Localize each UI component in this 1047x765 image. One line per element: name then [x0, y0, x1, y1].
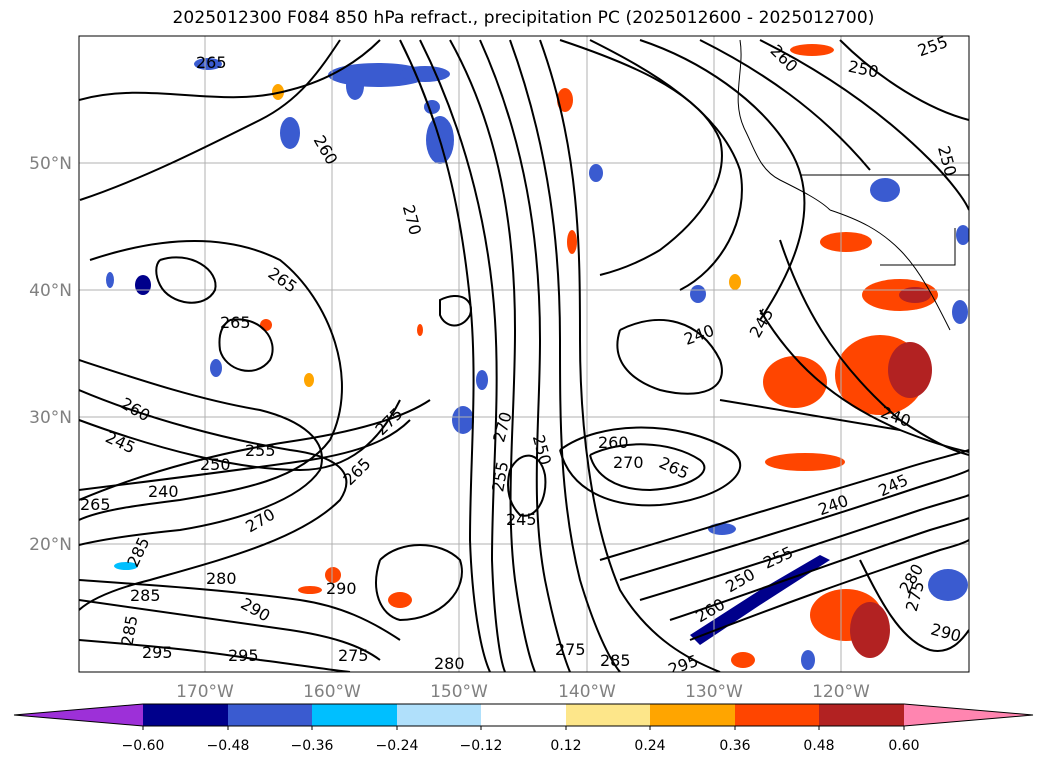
colorbar-tick-label: −0.24	[376, 738, 419, 754]
refractivity-contours	[79, 39, 969, 672]
contour-label: 265	[220, 313, 251, 332]
lon-label: 150°W	[430, 682, 488, 702]
map-frame	[78, 35, 970, 673]
contour-label: 295	[142, 643, 173, 662]
contour-label: 265	[80, 495, 111, 514]
colorbar-tick-label: −0.48	[207, 738, 250, 754]
colorbar-tick-label: 0.48	[803, 738, 834, 754]
colorbar-segment	[312, 704, 397, 726]
graticule	[79, 36, 969, 672]
colorbar-tick-label: 0.36	[719, 738, 750, 754]
colorbar-extend-right	[904, 704, 1033, 726]
colorbar-tick-label: 0.24	[634, 738, 665, 754]
contour-label: 280	[206, 569, 237, 588]
colorbar-ticks	[142, 726, 905, 730]
longitude-axis: 170°W 160°W 150°W 140°W 130°W 120°W	[176, 682, 870, 702]
map-panel: 265 260 270 265 265 260 245 250 255 240 …	[78, 35, 970, 673]
contour-label: 240	[148, 482, 179, 501]
lon-label: 160°W	[303, 682, 361, 702]
colorbar-tick-label: 0.12	[550, 738, 581, 754]
colorbar-segment	[228, 704, 312, 726]
lat-label: 50°N	[29, 154, 72, 174]
lat-label: 30°N	[29, 408, 72, 428]
contour-label: 255	[245, 441, 276, 460]
lon-label: 120°W	[812, 682, 870, 702]
contour-label: 295	[228, 646, 259, 665]
colorbar-segment	[819, 704, 904, 726]
lat-label: 20°N	[29, 535, 72, 555]
contour-label: 265	[196, 53, 227, 72]
coastlines	[737, 39, 969, 331]
colorbar-tick-label: −0.12	[460, 738, 503, 754]
colorbar-segment	[481, 704, 566, 726]
contour-label: 280	[434, 654, 465, 673]
contour-label: 250	[200, 455, 231, 474]
colorbar: −0.60 −0.48 −0.36 −0.24 −0.12 0.12 0.24 …	[13, 703, 1034, 754]
colorbar-tick-label: −0.36	[291, 738, 334, 754]
contour-label: 285	[130, 586, 161, 605]
contour-label: 270	[613, 453, 644, 472]
colorbar-extend-left	[14, 704, 143, 726]
lat-label: 40°N	[29, 281, 72, 301]
contour-label: 275	[555, 640, 586, 659]
contour-label: 290	[326, 579, 357, 598]
lon-label: 170°W	[176, 682, 234, 702]
colorbar-segment	[566, 704, 650, 726]
contour-label: 245	[506, 510, 537, 529]
map-title: 2025012300 F084 850 hPa refract., precip…	[172, 8, 875, 28]
lon-label: 130°W	[685, 682, 743, 702]
contour-label: 260	[598, 433, 629, 452]
colorbar-segment	[397, 704, 481, 726]
colorbar-segment	[650, 704, 735, 726]
contour-label: 285	[600, 651, 631, 670]
contour-label: 275	[338, 646, 369, 665]
colorbar-tick-label: −0.60	[122, 738, 165, 754]
colorbar-tick-label: 0.60	[888, 738, 919, 754]
colorbar-segment	[143, 704, 228, 726]
latitude-axis: 50°N 40°N 30°N 20°N	[29, 154, 72, 555]
colorbar-segment	[735, 704, 819, 726]
lon-label: 140°W	[558, 682, 616, 702]
